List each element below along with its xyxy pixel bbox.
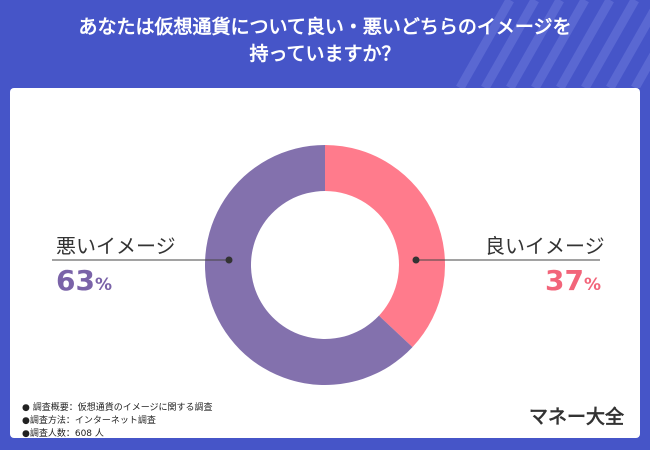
title-line-2: 持っていますか？: [249, 43, 401, 65]
survey-notes: ● 調査概要：仮想通貨のイメージに関する調査 ●調査方法：インターネット調査 ●…: [22, 402, 213, 441]
pie-slice-good: [325, 145, 446, 348]
note-respondents: ●調査人数：608 人: [22, 429, 104, 439]
good-image-label: 良いイメージ: [485, 234, 605, 258]
good-image-value: 37: [545, 264, 584, 297]
good-image-percent: 37%: [545, 264, 601, 297]
bad-image-percent: 63%: [56, 264, 112, 297]
leader-dot-good: [412, 256, 420, 264]
leader-dot-bad: [225, 256, 233, 264]
header-stripes: [456, 0, 650, 88]
bad-image-value: 63: [56, 264, 95, 297]
note-method: ●調査方法：インターネット調査: [22, 416, 156, 426]
chart-card: 悪いイメージ 63% 良いイメージ 37% ● 調査概要：仮想通貨のイメージに関…: [10, 88, 640, 441]
donut-chart: [52, 145, 600, 385]
title-line-1: あなたは仮想通貨について良い・悪いどちらのイメージを: [78, 16, 572, 38]
note-overview: ● 調査概要：仮想通貨のイメージに関する調査: [22, 403, 213, 413]
good-image-unit: %: [583, 275, 602, 295]
pie-slice-bad: [205, 145, 413, 385]
brand-logo-text: マネー大全: [528, 406, 624, 428]
page-title: あなたは仮想通貨について良い・悪いどちらのイメージを 持っていますか？: [0, 14, 650, 68]
bad-image-unit: %: [94, 275, 113, 295]
bad-image-label: 悪いイメージ: [56, 234, 176, 258]
